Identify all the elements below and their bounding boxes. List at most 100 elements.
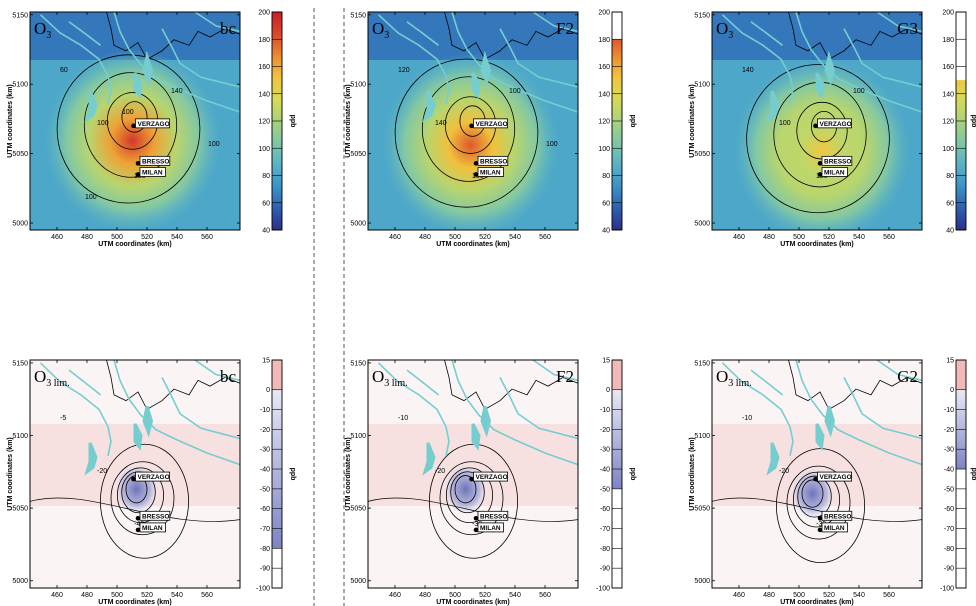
x-tick-label: 540: [171, 234, 183, 241]
colorbar-tick-label: -80: [600, 546, 610, 553]
colorbar-tick-label: 80: [946, 173, 954, 180]
city-marker: [469, 476, 474, 482]
panel-scenario: bc: [220, 19, 237, 38]
city-label: MILAN: [824, 169, 845, 176]
y-tick-label: 5150: [350, 360, 366, 367]
contour-line: [746, 64, 890, 214]
city-label: BRESSO: [142, 158, 169, 165]
river-line: [68, 369, 101, 396]
colorbar-tick-label: 80: [602, 173, 610, 180]
contour-line: [421, 76, 516, 182]
colorbar-tick-label: -80: [944, 546, 954, 553]
colorbar: 15 0 -10 -20 -30 -40 -50 -60 -70 -80 -90 -100 ppb: [596, 358, 636, 593]
contour-line: [776, 448, 866, 564]
x-tick-label: 460: [51, 234, 63, 241]
colorbar-tick-label: 100: [598, 146, 610, 153]
lake-shape: [133, 423, 143, 451]
contour-label: -40: [134, 521, 144, 528]
colorbar-tick-label: 100: [942, 146, 954, 153]
city-marker: [473, 161, 479, 166]
contour-line: [56, 54, 201, 204]
city-label-box: [139, 167, 166, 177]
river-line: [68, 21, 101, 46]
colorbar-tick-label: -80: [260, 546, 270, 553]
x-tick-label: 540: [171, 592, 183, 599]
panel-title-species: O: [34, 19, 46, 38]
border-line: [788, 12, 922, 60]
colorbar-tick-label: -50: [600, 486, 610, 493]
lake-shape: [824, 406, 836, 438]
city-marker: [135, 161, 141, 166]
map-field: -10 -20 -30: [712, 360, 922, 588]
city-label-box: [477, 167, 504, 177]
panel-title: O3 lim.: [372, 367, 408, 389]
contour-label: -30: [816, 521, 826, 528]
colorbar-tick-label: -30: [260, 447, 270, 454]
city-marker: [469, 123, 474, 129]
contour-label: -10: [398, 415, 408, 422]
contour-label: -30: [472, 521, 482, 528]
panel-scenario: F2: [556, 367, 574, 386]
contour-line: [712, 497, 922, 522]
y-tick-label: 5100: [350, 433, 366, 440]
y-axis-label: UTM coordinates (km): [689, 437, 696, 511]
river-line: [499, 377, 578, 440]
contour-label: -20: [97, 468, 107, 475]
colorbar-tick-label: 40: [262, 228, 270, 235]
contour-label: 100: [97, 120, 109, 127]
colorbar-label: ppb: [289, 468, 296, 481]
colorbar-tick-label: -70: [260, 526, 270, 533]
colorbar-tick-label: -30: [944, 447, 954, 454]
colorbar-tick-label: 200: [598, 10, 610, 17]
x-tick-label: 460: [733, 234, 745, 241]
y-tick-label: 5050: [350, 151, 366, 158]
panel-scenario: G2: [897, 367, 918, 386]
colorbar-label: ppb: [629, 115, 636, 128]
city-label: VERZAGO: [476, 474, 508, 481]
contour-label: 100: [546, 141, 558, 148]
panel-scenario: F2: [556, 19, 574, 38]
river-line: [876, 12, 922, 33]
x-tick-label: 540: [853, 234, 865, 241]
panel-title: O3: [716, 19, 733, 41]
contour-label: 140: [435, 120, 447, 127]
city-marker: [473, 527, 479, 533]
map-panel-bottom-left: -5 -20 -40 VERZAGO BRESSO MILAN O3 lim. bc 460 48…: [7, 358, 296, 606]
colorbar-tick-label: -40: [260, 467, 270, 474]
river-line: [750, 21, 783, 46]
contour-label: 100: [779, 120, 791, 127]
colorbar: 15 0 -10 -20 -30 -40 -50 -60 -70 -80 -90 -100 ppb: [256, 358, 296, 593]
panel-title-species: O: [716, 367, 728, 386]
border-line: [106, 360, 240, 410]
x-tick-label: 520: [479, 234, 491, 241]
x-tick-label: 500: [111, 234, 123, 241]
contour-line: [786, 465, 851, 540]
x-tick-label: 480: [81, 234, 93, 241]
contour-line: [450, 471, 485, 514]
border-line: [444, 360, 578, 410]
x-tick-label: 480: [763, 234, 775, 241]
city-label: BRESSO: [824, 158, 851, 165]
city-marker: [473, 172, 479, 177]
y-tick-label: 5000: [694, 578, 710, 585]
x-tick-label: 520: [141, 234, 153, 241]
y-tick-label: 5100: [12, 82, 28, 89]
y-tick-label: 5000: [350, 221, 366, 228]
panel-title-subscript: 3 lim.: [46, 378, 69, 389]
map-frame: [367, 11, 579, 231]
contour-label: 100: [85, 194, 97, 201]
x-tick-label: 460: [733, 592, 745, 599]
y-tick-label: 5000: [12, 578, 28, 585]
lake-shape: [815, 423, 825, 451]
contour-line: [368, 497, 578, 522]
x-axis-label: UTM coordinates (km): [98, 241, 172, 248]
contour-label: 140: [171, 88, 183, 95]
lake-shape: [422, 90, 436, 123]
river-line: [161, 28, 240, 88]
map-field: 60100120140100100100: [30, 12, 240, 230]
contour-line: [83, 72, 178, 178]
contour-line: [100, 443, 189, 559]
map-frame: [29, 11, 241, 231]
colorbar: 40 60 80 100 120 140 160 180 200 ppb: [258, 10, 296, 235]
